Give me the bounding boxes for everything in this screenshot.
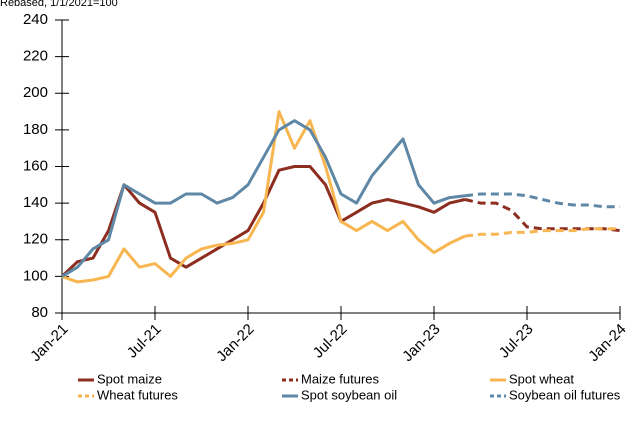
y-tick-label: 240	[23, 11, 48, 28]
y-tick-label: 120	[23, 231, 48, 248]
x-tick-label: Jul-23	[496, 321, 537, 362]
y-tick-label: 200	[23, 84, 48, 101]
legend-label: Maize futures	[301, 371, 380, 386]
series-line	[464, 227, 620, 238]
series-line	[464, 198, 621, 233]
y-tick-label: 140	[23, 194, 48, 211]
y-tick-label: 100	[23, 267, 48, 284]
legend-label: Spot wheat	[509, 371, 574, 386]
y-tick-label: 220	[23, 48, 48, 65]
x-tick-label: Jan-21	[27, 321, 71, 365]
legend-label: Soybean oil futures	[509, 387, 621, 402]
series-line	[61, 110, 466, 284]
legend-label: Spot maize	[97, 371, 162, 386]
series-line	[464, 192, 620, 209]
x-tick-label: Jan-24	[585, 321, 629, 365]
y-tick-label: 160	[23, 157, 48, 174]
x-tick-label: Jan-22	[213, 321, 257, 365]
legend-label: Spot soybean oil	[301, 387, 397, 402]
y-tick-label: 80	[31, 304, 48, 321]
series-line	[61, 119, 466, 278]
y-tick-label: 180	[23, 121, 48, 138]
x-tick-label: Jul-21	[124, 321, 165, 362]
x-tick-label: Jul-22	[310, 321, 351, 362]
x-tick-label: Jan-23	[399, 321, 443, 365]
y-axis-label: Rebased, 1/1/2021=100	[0, 0, 118, 9]
legend-label: Wheat futures	[97, 387, 178, 402]
